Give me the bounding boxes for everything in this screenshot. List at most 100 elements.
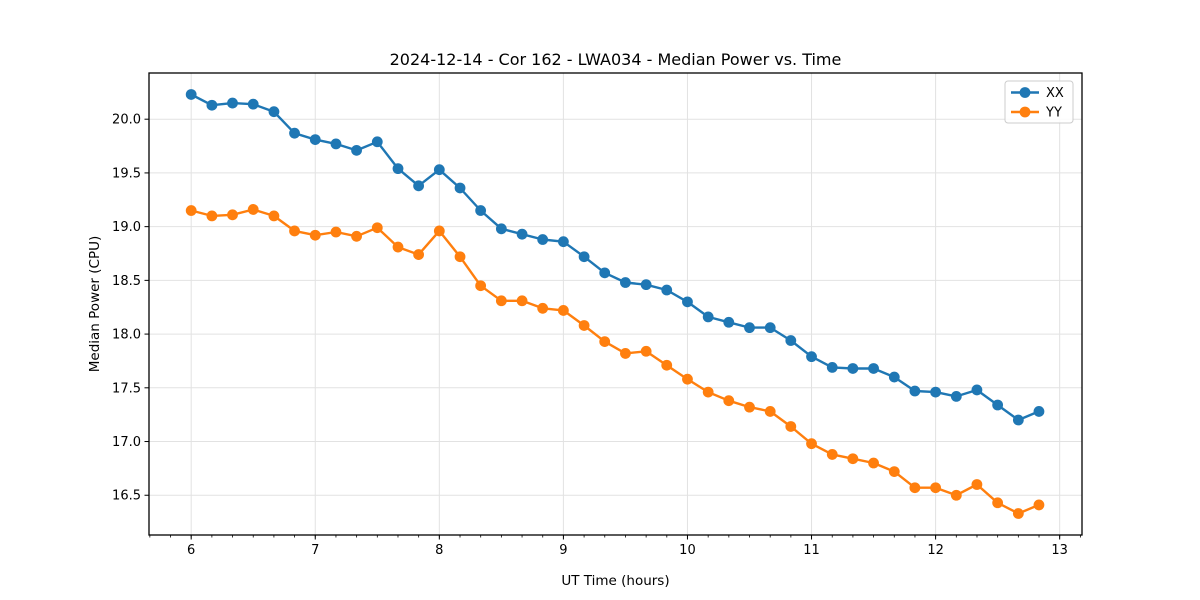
- data-point-yy: [351, 230, 362, 242]
- x-tick-label: 13: [1051, 543, 1068, 558]
- data-point-yy: [413, 249, 425, 260]
- x-tick-label: 9: [559, 543, 567, 558]
- data-point-yy: [227, 209, 238, 221]
- data-point-xx: [868, 363, 879, 374]
- y-tick-label: 16.5: [112, 489, 141, 504]
- data-point-yy: [537, 302, 549, 314]
- y-tick-label: 20.0: [112, 113, 141, 128]
- data-point-yy: [620, 348, 631, 359]
- data-point-yy: [433, 225, 445, 237]
- data-point-yy: [868, 457, 879, 469]
- data-point-yy: [371, 222, 383, 234]
- data-point-xx: [578, 251, 590, 263]
- data-point-yy: [702, 386, 714, 398]
- data-point-xx: [268, 106, 280, 118]
- data-point-xx: [537, 234, 549, 245]
- plot-border: [148, 72, 1083, 536]
- data-point-yy: [1033, 499, 1045, 511]
- legend-label: XX: [1046, 86, 1064, 101]
- data-point-yy: [289, 225, 300, 237]
- data-point-xx: [682, 296, 693, 308]
- data-point-xx: [495, 223, 507, 235]
- data-point-yy: [661, 359, 673, 371]
- y-axis-label: Median Power (CPU): [87, 235, 103, 373]
- x-axis-label: UT Time (hours): [561, 573, 670, 589]
- y-tick-label: 17.5: [112, 381, 141, 396]
- data-point-xx: [433, 164, 445, 176]
- data-point-yy: [640, 345, 652, 357]
- data-point-xx: [392, 163, 404, 175]
- data-point-yy: [950, 489, 962, 501]
- data-point-xx: [992, 399, 1004, 411]
- data-point-xx: [888, 371, 900, 383]
- data-point-xx: [413, 180, 425, 192]
- data-point-yy: [744, 401, 755, 413]
- data-point-xx: [1033, 406, 1045, 417]
- data-point-xx: [371, 136, 383, 148]
- data-point-xx: [661, 284, 673, 296]
- y-tick-label: 18.0: [112, 328, 141, 343]
- data-point-yy: [826, 449, 838, 460]
- data-point-yy: [785, 421, 797, 432]
- data-point-yy: [847, 453, 859, 465]
- y-tick-label: 18.5: [112, 274, 141, 289]
- data-point-xx: [806, 351, 817, 363]
- data-point-xx: [227, 97, 238, 109]
- data-point-yy: [392, 241, 404, 253]
- legend-marker: [1019, 87, 1031, 98]
- data-point-xx: [206, 99, 218, 111]
- data-point-yy: [247, 204, 259, 215]
- data-point-xx: [764, 322, 776, 334]
- data-point-yy: [1012, 508, 1024, 519]
- y-tick-label: 19.5: [112, 166, 141, 181]
- data-point-xx: [309, 134, 321, 146]
- x-tick-label: 10: [679, 543, 696, 558]
- data-point-yy: [495, 295, 507, 307]
- data-point-xx: [826, 361, 838, 373]
- data-point-yy: [268, 210, 280, 222]
- data-point-yy: [475, 280, 487, 292]
- data-point-xx: [247, 98, 259, 110]
- data-point-xx: [351, 144, 362, 156]
- data-point-xx: [620, 277, 631, 288]
- data-point-xx: [930, 386, 941, 398]
- data-point-yy: [909, 482, 921, 494]
- data-point-xx: [454, 182, 466, 194]
- data-point-xx: [847, 363, 859, 374]
- data-point-xx: [1012, 414, 1024, 426]
- data-point-yy: [578, 320, 590, 331]
- data-point-yy: [723, 395, 735, 407]
- data-point-xx: [640, 279, 652, 291]
- chart-title: 2024-12-14 - Cor 162 - LWA034 - Median P…: [389, 50, 842, 69]
- data-point-yy: [682, 373, 693, 385]
- y-tick-label: 17.0: [112, 435, 141, 450]
- data-point-xx: [702, 311, 714, 323]
- x-tick-label: 8: [435, 543, 443, 558]
- data-point-yy: [971, 479, 983, 490]
- data-point-yy: [557, 305, 569, 316]
- data-point-yy: [185, 205, 197, 216]
- data-point-xx: [289, 127, 300, 139]
- data-point-yy: [806, 438, 817, 450]
- data-point-xx: [909, 385, 921, 397]
- x-tick-label: 11: [803, 543, 820, 558]
- data-point-yy: [309, 229, 321, 241]
- data-point-xx: [185, 89, 197, 100]
- data-point-yy: [516, 295, 528, 307]
- x-tick-label: 6: [187, 543, 195, 558]
- data-point-xx: [950, 391, 962, 402]
- data-point-yy: [992, 497, 1004, 509]
- x-tick-label: 12: [927, 543, 944, 558]
- data-point-yy: [930, 482, 941, 494]
- x-tick-label: 7: [311, 543, 319, 558]
- data-point-xx: [971, 384, 983, 396]
- data-point-xx: [557, 236, 569, 248]
- data-point-xx: [330, 138, 342, 150]
- data-point-xx: [599, 267, 611, 279]
- data-point-yy: [764, 406, 776, 417]
- data-point-yy: [330, 226, 342, 238]
- legend-marker: [1019, 106, 1031, 118]
- data-point-yy: [206, 210, 218, 222]
